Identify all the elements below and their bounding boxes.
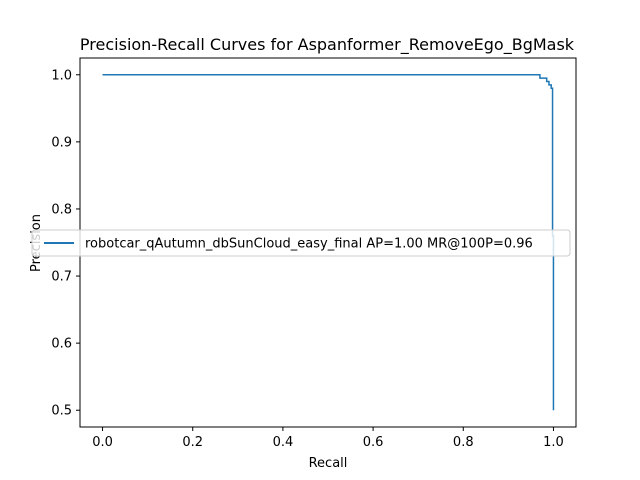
x-axis: 0.0 0.2 0.4 0.6 0.8 1.0: [92, 427, 564, 450]
y-tick-label: 0.8: [51, 202, 72, 217]
chart-title: Precision-Recall Curves for Aspanformer_…: [80, 35, 575, 55]
y-axis: 0.5 0.6 0.7 0.8 0.9 1.0: [51, 68, 80, 419]
y-tick-label: 0.6: [51, 337, 72, 352]
y-tick-label: 0.9: [51, 135, 72, 150]
y-tick-label: 1.0: [51, 68, 72, 83]
x-tick-label: 0.6: [363, 435, 384, 450]
legend: robotcar_qAutumn_dbSunCloud_easy_final A…: [31, 229, 571, 257]
legend-box: [31, 229, 571, 257]
y-tick-label: 0.5: [51, 404, 72, 419]
y-tick-label: 0.7: [51, 270, 72, 285]
legend-entry-label: robotcar_qAutumn_dbSunCloud_easy_final A…: [85, 237, 533, 252]
x-tick-label: 0.4: [273, 435, 294, 450]
series-line-0: [102, 74, 555, 411]
x-axis-label: Recall: [309, 456, 348, 471]
x-tick-label: 0.0: [92, 435, 113, 450]
x-tick-label: 1.0: [543, 435, 564, 450]
x-tick-label: 0.8: [453, 435, 474, 450]
x-tick-label: 0.2: [182, 435, 203, 450]
series-layer: [102, 74, 555, 411]
